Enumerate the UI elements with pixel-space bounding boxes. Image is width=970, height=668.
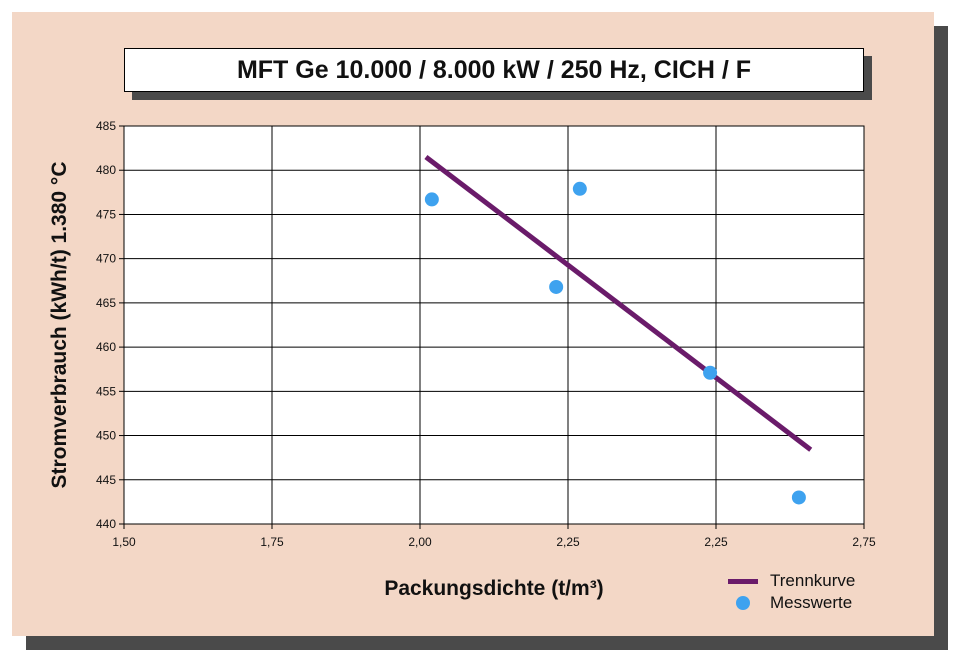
x-tick-label: 1,75 bbox=[260, 535, 284, 549]
legend-label-messwerte: Messwerte bbox=[770, 593, 853, 612]
x-tick-label: 2,25 bbox=[704, 535, 728, 549]
grid bbox=[119, 125, 865, 529]
y-tick-label: 455 bbox=[96, 384, 116, 398]
legend-item-messwerte: Messwerte bbox=[728, 592, 855, 614]
y-tick-label: 445 bbox=[96, 473, 116, 487]
messwert-point bbox=[549, 279, 564, 294]
messwert-point bbox=[572, 181, 587, 196]
chart-title: MFT Ge 10.000 / 8.000 kW / 250 Hz, CICH … bbox=[124, 48, 864, 92]
y-tick-label: 470 bbox=[96, 252, 116, 266]
trennkurve-line bbox=[424, 154, 813, 452]
y-tick-label: 475 bbox=[96, 207, 116, 221]
x-tick-label: 2,25 bbox=[556, 535, 580, 549]
y-tick-label: 465 bbox=[96, 296, 116, 310]
y-tick-label: 460 bbox=[96, 340, 116, 354]
legend-item-trennkurve: Trennkurve bbox=[728, 570, 855, 592]
legend-dot-swatch bbox=[736, 596, 750, 610]
x-tick-label: 2,00 bbox=[408, 535, 432, 549]
legend-line-swatch bbox=[728, 578, 758, 584]
y-tick-label: 450 bbox=[96, 429, 116, 443]
y-axis-label: Stromverbrauch (kWh/t) 1.380 °C bbox=[48, 161, 71, 489]
plot-area bbox=[123, 125, 865, 525]
y-axis-ticks: 440 445 450 455 460 465 470 475 480 485 bbox=[96, 119, 116, 531]
y-tick-label: 480 bbox=[96, 163, 116, 177]
series-layer bbox=[424, 154, 813, 505]
x-tick-label: 1,50 bbox=[112, 535, 136, 549]
messwert-point bbox=[791, 490, 806, 505]
y-tick-label: 440 bbox=[96, 517, 116, 531]
y-tick-label: 485 bbox=[96, 119, 116, 133]
x-axis-ticks: 1,50 1,75 2,00 2,25 2,25 2,75 bbox=[112, 535, 876, 549]
legend: Trennkurve Messwerte bbox=[728, 570, 855, 614]
x-axis-label: Packungsdichte (t/m³) bbox=[384, 577, 604, 600]
legend-label-trennkurve: Trennkurve bbox=[770, 571, 856, 590]
x-tick-label: 2,75 bbox=[852, 535, 876, 549]
messwert-point bbox=[424, 192, 439, 207]
messwert-point bbox=[703, 365, 718, 380]
